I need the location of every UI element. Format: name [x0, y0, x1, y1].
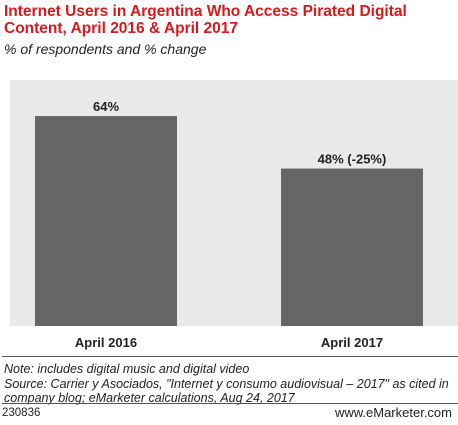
bar-2: [281, 168, 423, 326]
note-text: Note: includes digital music and digital…: [4, 362, 250, 376]
data-label-2: 48% (-25%): [318, 152, 387, 167]
notes-block: Note: includes digital music and digital…: [4, 362, 456, 406]
chart-title: Internet Users in Argentina Who Access P…: [4, 3, 407, 37]
chart-subtitle: % of respondents and % change: [4, 41, 207, 57]
data-labels-layer: 64% 48% (-25%): [93, 99, 386, 166]
source-text: Source: Carrier y Asociados, "Internet y…: [4, 376, 449, 406]
bar-1: [35, 116, 177, 326]
bars-layer: [35, 116, 423, 326]
category-label-2: April 2017: [321, 335, 383, 350]
footer-divider: [2, 403, 458, 404]
bar-chart: 64% 48% (-25%) April 2016 April 2017: [35, 99, 423, 350]
category-label-1: April 2016: [75, 335, 137, 350]
notes-divider: [2, 356, 458, 357]
chart-id: 230836: [2, 407, 41, 419]
brand-text: www.eMarketer.com: [334, 405, 452, 420]
data-label-1: 64%: [93, 99, 119, 114]
category-labels-layer: April 2016 April 2017: [75, 335, 383, 350]
brand-link[interactable]: www.eMarketer.com: [335, 405, 452, 420]
